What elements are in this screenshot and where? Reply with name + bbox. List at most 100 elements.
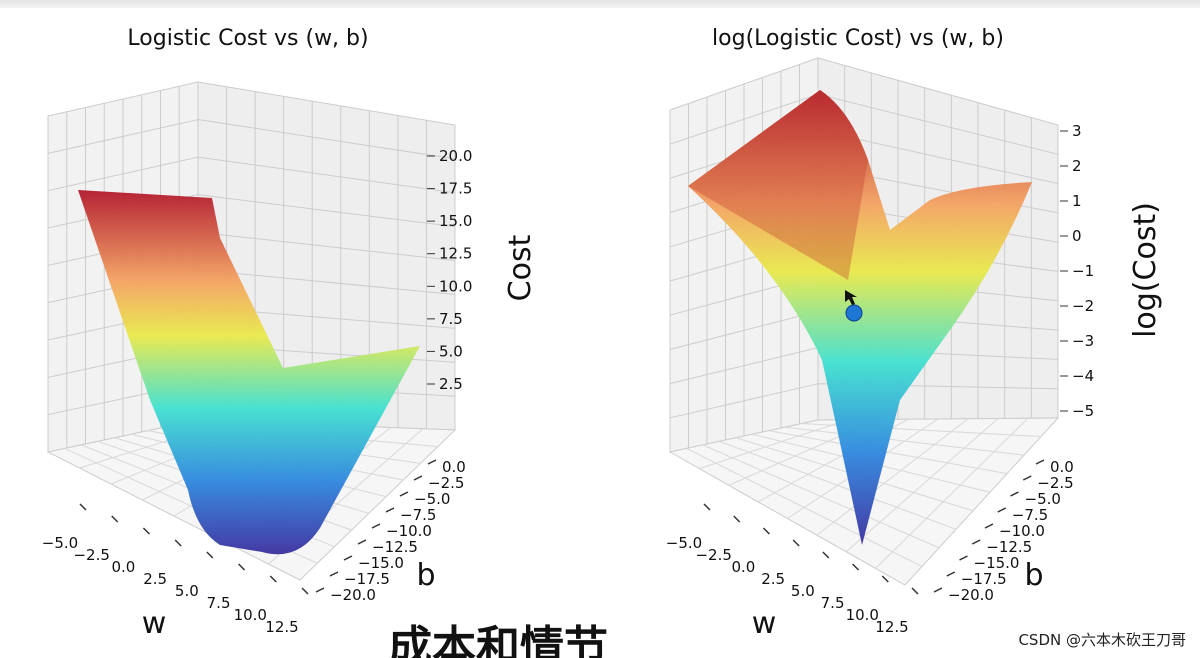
grid-line [686, 447, 923, 567]
w-tick-mark [238, 563, 246, 571]
b-tick-mark [315, 587, 325, 593]
w-tick-label: 5.0 [791, 582, 815, 600]
b-tick-label: −20.0 [948, 586, 994, 604]
right-b-axis-label: b [1024, 558, 1043, 593]
w-tick-label: 10.0 [234, 606, 267, 624]
b-tick-mark [971, 539, 981, 545]
w-tick-mark [852, 563, 860, 571]
w-tick-mark [301, 587, 309, 595]
grid-line [768, 430, 1008, 475]
w-tick-label: 0.0 [111, 558, 135, 576]
left-cost-surface [78, 190, 420, 555]
grid-line [197, 156, 456, 194]
w-tick-mark [733, 515, 741, 523]
b-tick-label: 0.0 [442, 458, 466, 476]
b-tick-mark [946, 571, 956, 577]
w-tick-label: 5.0 [175, 582, 199, 600]
z-tick-label: 2.5 [439, 375, 463, 393]
z-tick-label: 20.0 [439, 147, 472, 165]
w-tick-label: 7.5 [207, 594, 231, 612]
b-tick-mark [343, 555, 353, 561]
left-b-tick-labels: 0.0−2.5−5.0−7.5−10.0−12.5−15.0−17.5−20.0 [315, 458, 466, 604]
mouse-cursor-icon [845, 290, 857, 305]
w-tick-mark [792, 539, 800, 547]
left-w-axis-label: w [142, 606, 167, 641]
grid-line [47, 119, 199, 154]
right-z-tick-labels: −5 −4 −3 −2 −1 0 1 2 3 [1060, 122, 1094, 420]
b-tick-label: −7.5 [400, 506, 436, 524]
w-tick-label: 2.5 [143, 570, 167, 588]
w-tick-label: −5.0 [42, 534, 78, 552]
b-tick-mark [427, 459, 437, 465]
browser-top-strip [0, 0, 1200, 8]
b-tick-label: −17.5 [344, 570, 390, 588]
grid-line [669, 347, 819, 385]
grid-line [699, 419, 849, 470]
w-tick-mark [269, 575, 277, 583]
b-tick-mark [1010, 491, 1019, 497]
z-tick-label: 0 [1072, 227, 1082, 245]
z-tick-label: −2 [1072, 297, 1094, 315]
csdn-watermark: CSDN @六本木砍王刀哥 [1018, 629, 1186, 650]
left-z-axis-label: Cost [503, 234, 538, 301]
right-b-tick-labels: 0.0−2.5−5.0−7.5−10.0−12.5−15.0−17.5−20.0 [933, 458, 1074, 604]
z-tick-label: 2 [1072, 157, 1082, 175]
left-b-axis-label: b [416, 558, 435, 593]
w-tick-mark [206, 551, 214, 559]
grid-line [817, 93, 1059, 155]
grid-line [197, 119, 456, 160]
b-tick-mark [1035, 459, 1045, 465]
grid-line [785, 426, 1025, 456]
b-tick-label: −10.0 [999, 522, 1045, 540]
grid-line [719, 440, 957, 530]
z-tick-label: 12.5 [439, 245, 472, 263]
b-tick-mark [385, 507, 395, 513]
grid-line [669, 310, 819, 350]
b-tick-mark [959, 555, 968, 561]
grid-line [845, 418, 999, 553]
b-tick-label: −12.5 [372, 538, 418, 556]
grid-line [197, 231, 456, 262]
b-tick-mark [357, 539, 367, 545]
w-tick-mark [142, 527, 150, 535]
grid-line [197, 269, 456, 295]
b-tick-mark [933, 587, 943, 593]
right-w-axis-label: w [752, 606, 777, 641]
w-tick-mark [111, 515, 119, 523]
z-tick-label: −5 [1072, 402, 1094, 420]
z-tick-label: −4 [1072, 367, 1094, 385]
grid-line [47, 156, 199, 192]
z-tick-label: −3 [1072, 332, 1094, 350]
w-tick-label: 12.5 [265, 618, 298, 636]
z-tick-label: 10.0 [439, 277, 472, 295]
b-tick-mark [329, 571, 339, 577]
grid-line [197, 194, 456, 228]
b-tick-mark [1022, 475, 1032, 481]
w-tick-mark [822, 551, 830, 559]
w-tick-label: 2.5 [761, 570, 785, 588]
z-tick-label: 17.5 [439, 180, 472, 198]
left-chart: Logistic Cost vs (w, b) 2.55.07.510.012.… [42, 26, 538, 641]
z-tick-label: −1 [1072, 262, 1094, 280]
b-tick-label: −5.0 [1025, 490, 1061, 508]
w-tick-label: −2.5 [73, 546, 109, 564]
right-w-tick-labels: −5.0−2.50.0 2.5 5.0 7.510.012.5 [666, 503, 919, 636]
grid-line [669, 383, 819, 419]
b-tick-label: −5.0 [414, 490, 450, 508]
w-tick-mark [79, 503, 87, 511]
w-tick-mark [703, 503, 711, 511]
b-tick-label: −10.0 [386, 522, 432, 540]
z-tick-label: 5.0 [439, 342, 463, 360]
left-z-tick-labels: 2.5 5.0 7.5 10.0 12.5 15.0 17.5 20.0 [427, 147, 472, 393]
b-tick-mark [984, 523, 994, 529]
w-tick-mark [174, 539, 182, 547]
w-tick-label: 7.5 [821, 594, 845, 612]
z-tick-label: 7.5 [439, 310, 463, 328]
b-tick-label: −15.0 [974, 554, 1020, 572]
w-tick-mark [881, 575, 889, 583]
b-tick-label: −7.5 [1012, 506, 1048, 524]
b-tick-label: −12.5 [986, 538, 1032, 556]
b-tick-label: −15.0 [358, 554, 404, 572]
b-tick-label: 0.0 [1050, 458, 1074, 476]
